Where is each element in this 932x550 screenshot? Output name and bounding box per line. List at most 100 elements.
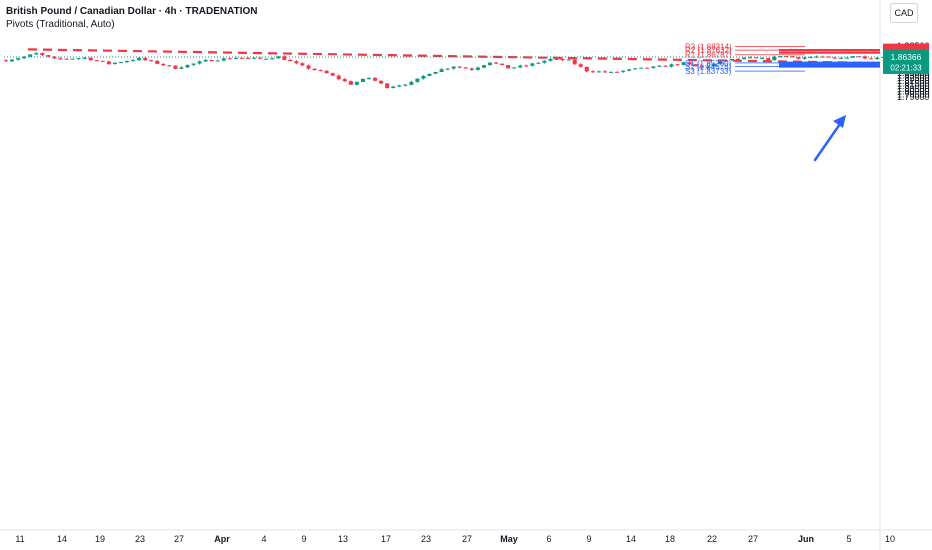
candle-body — [784, 56, 789, 58]
x-tick-label: 27 — [462, 534, 472, 544]
candle-body — [578, 64, 583, 67]
candle-body — [52, 56, 57, 59]
candle-body — [548, 58, 553, 61]
candle-body — [403, 84, 408, 86]
candle-body — [76, 58, 81, 60]
candle-body — [185, 64, 190, 68]
candle-body — [415, 78, 420, 82]
candle-body — [494, 62, 499, 64]
candle-body — [566, 59, 571, 61]
candle-body — [203, 59, 208, 62]
x-tick-label: 22 — [707, 534, 717, 544]
candle-body — [270, 58, 275, 60]
currency-button[interactable]: CAD — [890, 3, 918, 23]
candle-body — [675, 64, 680, 66]
candle-body — [814, 56, 819, 58]
candle-body — [427, 73, 432, 76]
y-tick-label: 1.79500 — [897, 89, 930, 99]
indicator-legend[interactable]: Pivots (Traditional, Auto) — [6, 19, 115, 30]
candle-body — [10, 59, 15, 62]
candle-body — [46, 55, 51, 57]
candle-body — [300, 63, 305, 66]
candle-body — [143, 57, 148, 61]
x-tick-label: May — [500, 534, 518, 544]
candle-body — [34, 53, 39, 55]
candle-body — [306, 65, 311, 69]
candle-body — [742, 57, 747, 60]
candle-body — [336, 75, 341, 80]
candle-body — [330, 73, 335, 76]
symbol-title: British Pound / Canadian Dollar · 4h · T… — [6, 6, 258, 17]
candle-body — [500, 63, 505, 65]
candle-body — [657, 65, 662, 67]
candle-body — [106, 61, 111, 65]
candle-body — [820, 56, 825, 58]
x-tick-label: 11 — [15, 534, 24, 544]
candle-body — [590, 71, 595, 73]
current-price-label: 1.86366 — [891, 52, 922, 62]
candle-body — [736, 58, 741, 60]
candle-body — [276, 56, 281, 59]
candle-body — [560, 58, 565, 61]
candle-body — [754, 57, 759, 59]
candle-body — [512, 67, 517, 69]
candle-body — [28, 54, 33, 57]
candle-body — [179, 67, 184, 69]
y-tick-label: 1.81500 — [897, 79, 930, 89]
candle-body — [318, 70, 323, 72]
x-tick-label: 27 — [174, 534, 184, 544]
candle-body — [312, 68, 317, 71]
candle-body — [367, 77, 371, 79]
candle-body — [488, 62, 492, 66]
candle-body — [717, 61, 722, 64]
candle-body — [645, 67, 650, 69]
candle-body — [681, 62, 686, 65]
candle-body — [64, 58, 69, 60]
candle-body — [360, 78, 365, 82]
x-tick-label: 4 — [261, 534, 266, 544]
candle-body — [844, 57, 849, 59]
arrow-shaft — [813, 122, 842, 162]
x-tick-label: 6 — [546, 534, 551, 544]
candle-body — [149, 60, 154, 62]
trendline — [27, 48, 901, 65]
candle-body — [227, 58, 232, 60]
candle-body — [615, 71, 620, 73]
candle-body — [70, 58, 75, 60]
y-tick-label: 1.83000 — [897, 71, 930, 81]
candle-body — [772, 56, 777, 61]
x-tick-label: Jun — [798, 534, 814, 544]
y-tick-label: 1.82500 — [897, 73, 930, 83]
candle-body — [409, 81, 414, 85]
candle-body — [663, 65, 668, 67]
candle-body — [875, 57, 880, 60]
candle-body — [155, 60, 160, 64]
candle-body — [421, 75, 426, 79]
candle-body — [790, 56, 795, 58]
candle-body — [348, 81, 353, 85]
y-tick-label: 1.81000 — [897, 81, 930, 91]
candle-body — [397, 85, 402, 87]
candle-body — [802, 57, 807, 59]
candle-body — [621, 70, 626, 72]
candle-body — [342, 79, 347, 82]
candle-body — [711, 63, 716, 67]
candle-body — [131, 60, 136, 62]
candle-body — [40, 53, 45, 56]
candle-body — [687, 62, 692, 65]
x-tick-label: 9 — [586, 534, 591, 544]
candle-body — [191, 63, 196, 65]
x-tick-label: 17 — [381, 534, 391, 544]
candle-body — [826, 56, 831, 58]
candle-body — [137, 57, 142, 61]
candle-body — [264, 58, 269, 60]
candle-body — [584, 66, 589, 72]
candle-body — [808, 57, 813, 59]
x-tick-label: 19 — [95, 534, 105, 544]
x-tick-label: 10 — [885, 534, 895, 544]
candle-body — [627, 69, 632, 71]
candle-body — [94, 60, 99, 62]
candle-body — [16, 58, 21, 60]
candle-body — [602, 71, 607, 73]
